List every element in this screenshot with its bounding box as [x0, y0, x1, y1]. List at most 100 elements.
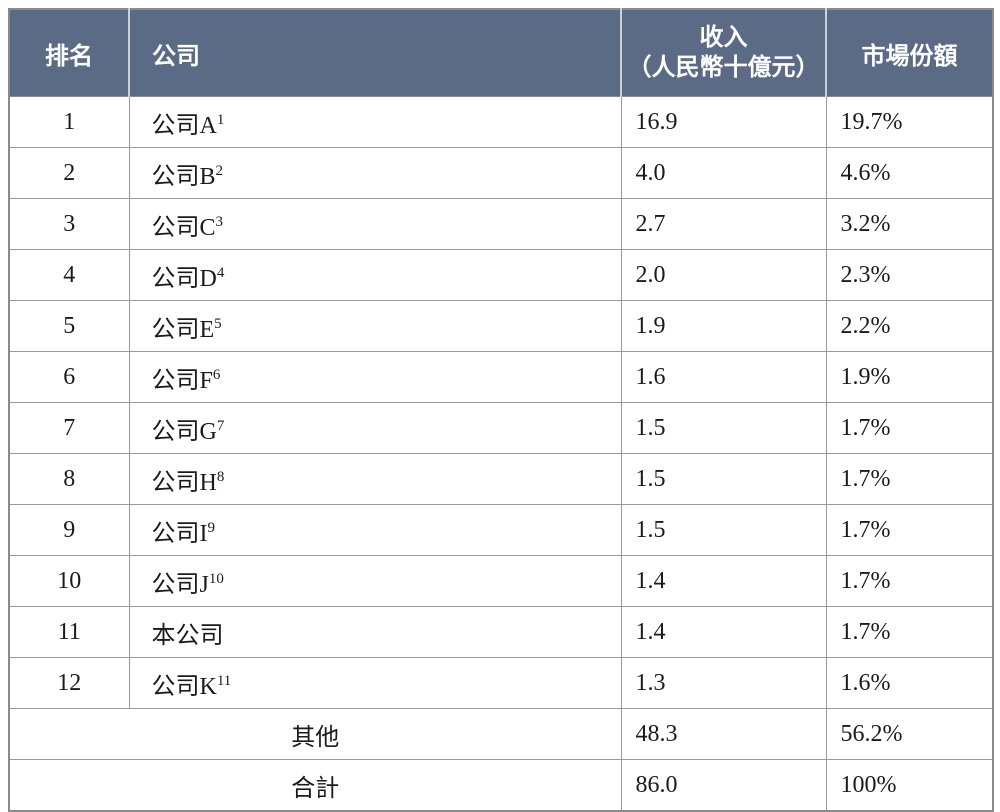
share-cell: 4.6% — [825, 147, 994, 199]
company-cell: 公司G7 — [128, 402, 622, 454]
rank-cell: 6 — [8, 351, 130, 403]
others-label-cell: 其他 — [8, 708, 622, 760]
table-header: 排名 公司 收入 （人民幣十億元） 市場份額 — [9, 9, 993, 97]
company-cell: 公司F6 — [128, 351, 622, 403]
table-row: 11 本公司 1.4 1.7% — [8, 606, 994, 658]
header-row: 排名 公司 收入 （人民幣十億元） 市場份額 — [9, 9, 993, 97]
company-cell: 公司K11 — [128, 657, 622, 709]
summary-row-total: 合計 86.0 100% — [8, 759, 994, 812]
header-revenue: 收入 （人民幣十億元） — [620, 9, 826, 97]
revenue-cell: 1.5 — [620, 504, 827, 556]
company-name: 公司G — [151, 418, 217, 445]
table-row: 5 公司E5 1.9 2.2% — [8, 300, 994, 352]
table-body: 1 公司A1 16.9 19.7% 2 公司B2 4.0 4.6% 3 公司C3… — [8, 96, 994, 812]
revenue-cell: 1.3 — [620, 657, 827, 709]
company-name: 本公司 — [151, 622, 224, 649]
table-row: 7 公司G7 1.5 1.7% — [8, 402, 994, 454]
share-cell: 2.2% — [825, 300, 994, 352]
footnote-sup: 7 — [216, 417, 225, 434]
footnote-sup: 3 — [215, 213, 224, 230]
header-share: 市場份額 — [825, 9, 993, 97]
header-company: 公司 — [128, 9, 621, 97]
rank-cell: 7 — [8, 402, 130, 454]
share-cell: 1.7% — [825, 402, 994, 454]
share-cell: 1.7% — [825, 504, 994, 556]
revenue-cell: 48.3 — [620, 708, 827, 760]
revenue-cell: 16.9 — [620, 96, 827, 148]
company-name: 公司C — [151, 214, 216, 241]
company-name: 公司I — [151, 520, 208, 547]
company-name: 公司B — [151, 163, 216, 190]
table-row: 12 公司K11 1.3 1.6% — [8, 657, 994, 709]
rank-cell: 3 — [8, 198, 130, 250]
header-rank: 排名 — [9, 9, 129, 97]
company-name: 公司E — [151, 316, 215, 343]
table-row: 1 公司A1 16.9 19.7% — [8, 96, 994, 148]
table-row: 2 公司B2 4.0 4.6% — [8, 147, 994, 199]
rank-cell: 12 — [8, 657, 130, 709]
company-cell: 公司H8 — [128, 453, 622, 505]
footnote-sup: 4 — [216, 264, 225, 281]
company-cell: 公司J10 — [128, 555, 622, 607]
share-cell: 1.6% — [825, 657, 994, 709]
share-cell: 1.7% — [825, 606, 994, 658]
company-cell: 公司C3 — [128, 198, 622, 250]
company-name: 公司H — [151, 469, 217, 496]
company-cell: 公司I9 — [128, 504, 622, 556]
total-label-cell: 合計 — [8, 759, 622, 812]
company-cell: 本公司 — [128, 606, 622, 658]
share-cell: 19.7% — [825, 96, 994, 148]
footnote-sup: 11 — [216, 672, 232, 689]
company-name: 公司F — [151, 367, 213, 394]
table-row: 3 公司C3 2.7 3.2% — [8, 198, 994, 250]
share-cell: 56.2% — [825, 708, 994, 760]
company-name: 公司J — [151, 571, 209, 598]
company-cell: 公司B2 — [128, 147, 622, 199]
revenue-cell: 2.0 — [620, 249, 827, 301]
company-name: 公司A — [151, 112, 217, 139]
revenue-cell: 2.7 — [620, 198, 827, 250]
share-cell: 100% — [825, 759, 994, 812]
footnote-sup: 8 — [216, 468, 225, 485]
market-share-table: 排名 公司 收入 （人民幣十億元） 市場份額 1 公司A1 16.9 19.7%… — [8, 8, 994, 812]
header-revenue-line1: 收入 — [699, 24, 748, 51]
revenue-cell: 1.4 — [620, 555, 827, 607]
rank-cell: 8 — [8, 453, 130, 505]
company-name: 公司D — [151, 265, 217, 292]
revenue-cell: 1.4 — [620, 606, 827, 658]
rank-cell: 11 — [8, 606, 130, 658]
footnote-sup: 10 — [208, 570, 224, 587]
share-cell: 3.2% — [825, 198, 994, 250]
rank-cell: 1 — [8, 96, 130, 148]
header-revenue-line2: （人民幣十億元） — [627, 54, 820, 81]
rank-cell: 2 — [8, 147, 130, 199]
rank-cell: 10 — [8, 555, 130, 607]
footnote-sup: 6 — [212, 366, 221, 383]
share-cell: 1.7% — [825, 555, 994, 607]
summary-row-others: 其他 48.3 56.2% — [8, 708, 994, 760]
company-cell: 公司E5 — [128, 300, 622, 352]
footnote-sup: 9 — [207, 519, 216, 536]
table-row: 6 公司F6 1.6 1.9% — [8, 351, 994, 403]
rank-cell: 4 — [8, 249, 130, 301]
revenue-cell: 1.9 — [620, 300, 827, 352]
table-row: 9 公司I9 1.5 1.7% — [8, 504, 994, 556]
company-cell: 公司A1 — [128, 96, 622, 148]
revenue-cell: 1.6 — [620, 351, 827, 403]
footnote-sup: 1 — [216, 111, 225, 128]
table-row: 4 公司D4 2.0 2.3% — [8, 249, 994, 301]
revenue-cell: 86.0 — [620, 759, 827, 812]
rank-cell: 9 — [8, 504, 130, 556]
table-row: 8 公司H8 1.5 1.7% — [8, 453, 994, 505]
company-cell: 公司D4 — [128, 249, 622, 301]
footnote-sup: 5 — [214, 315, 222, 332]
share-cell: 2.3% — [825, 249, 994, 301]
footnote-sup: 2 — [215, 162, 224, 179]
revenue-cell: 4.0 — [620, 147, 827, 199]
rank-cell: 5 — [8, 300, 130, 352]
company-name: 公司K — [151, 673, 217, 700]
revenue-cell: 1.5 — [620, 402, 827, 454]
table-row: 10 公司J10 1.4 1.7% — [8, 555, 994, 607]
revenue-cell: 1.5 — [620, 453, 827, 505]
